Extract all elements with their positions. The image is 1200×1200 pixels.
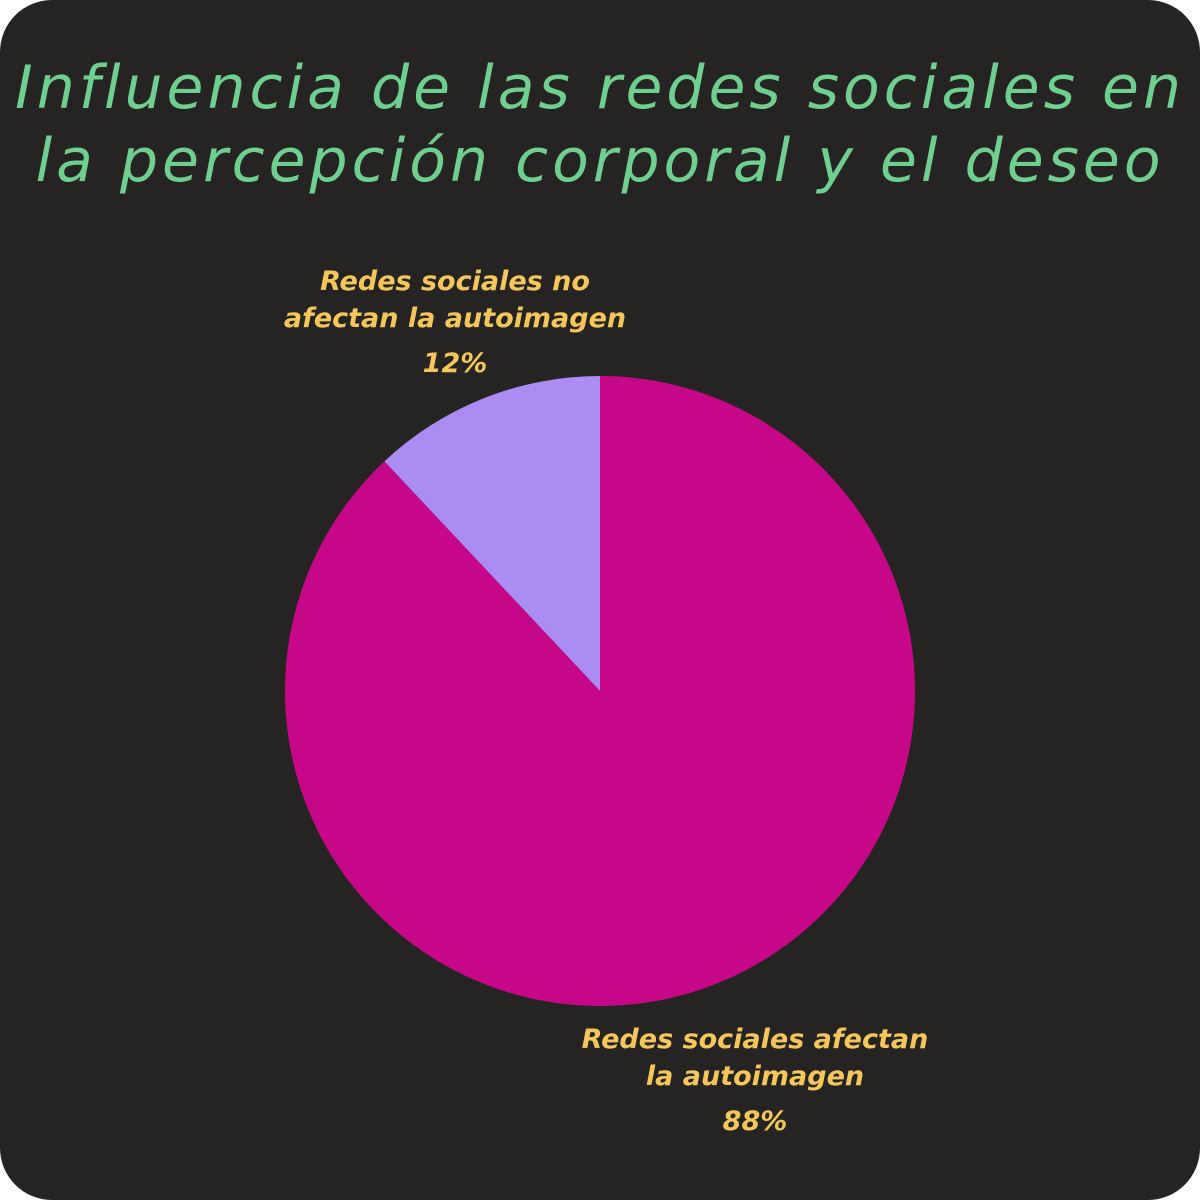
- slice-1-label-line-0: Redes sociales afectan: [582, 1024, 929, 1055]
- chart-title: Influencia de las redes sociales en la p…: [0, 52, 1200, 198]
- pie-labels: Redes sociales no afectan la autoimagen 12…: [284, 266, 928, 1137]
- pie-slice-0: [384, 376, 600, 691]
- pie-slices: [285, 376, 915, 1007]
- slice-1-value-label: 88%: [723, 1106, 788, 1137]
- slice-0-value-label: 12%: [423, 348, 488, 379]
- slice-0-label-line-0: Redes sociales no: [320, 266, 590, 297]
- chart-title-line-2: la percepción corporal y el deseo: [35, 126, 1165, 197]
- slice-1-label-line-1: la autoimagen: [646, 1061, 864, 1092]
- chart-title-line-1: Influencia de las redes sociales en: [15, 53, 1185, 123]
- slice-0-label-line-1: afectan la autoimagen: [284, 303, 626, 334]
- pie-slice-1: [285, 376, 915, 1007]
